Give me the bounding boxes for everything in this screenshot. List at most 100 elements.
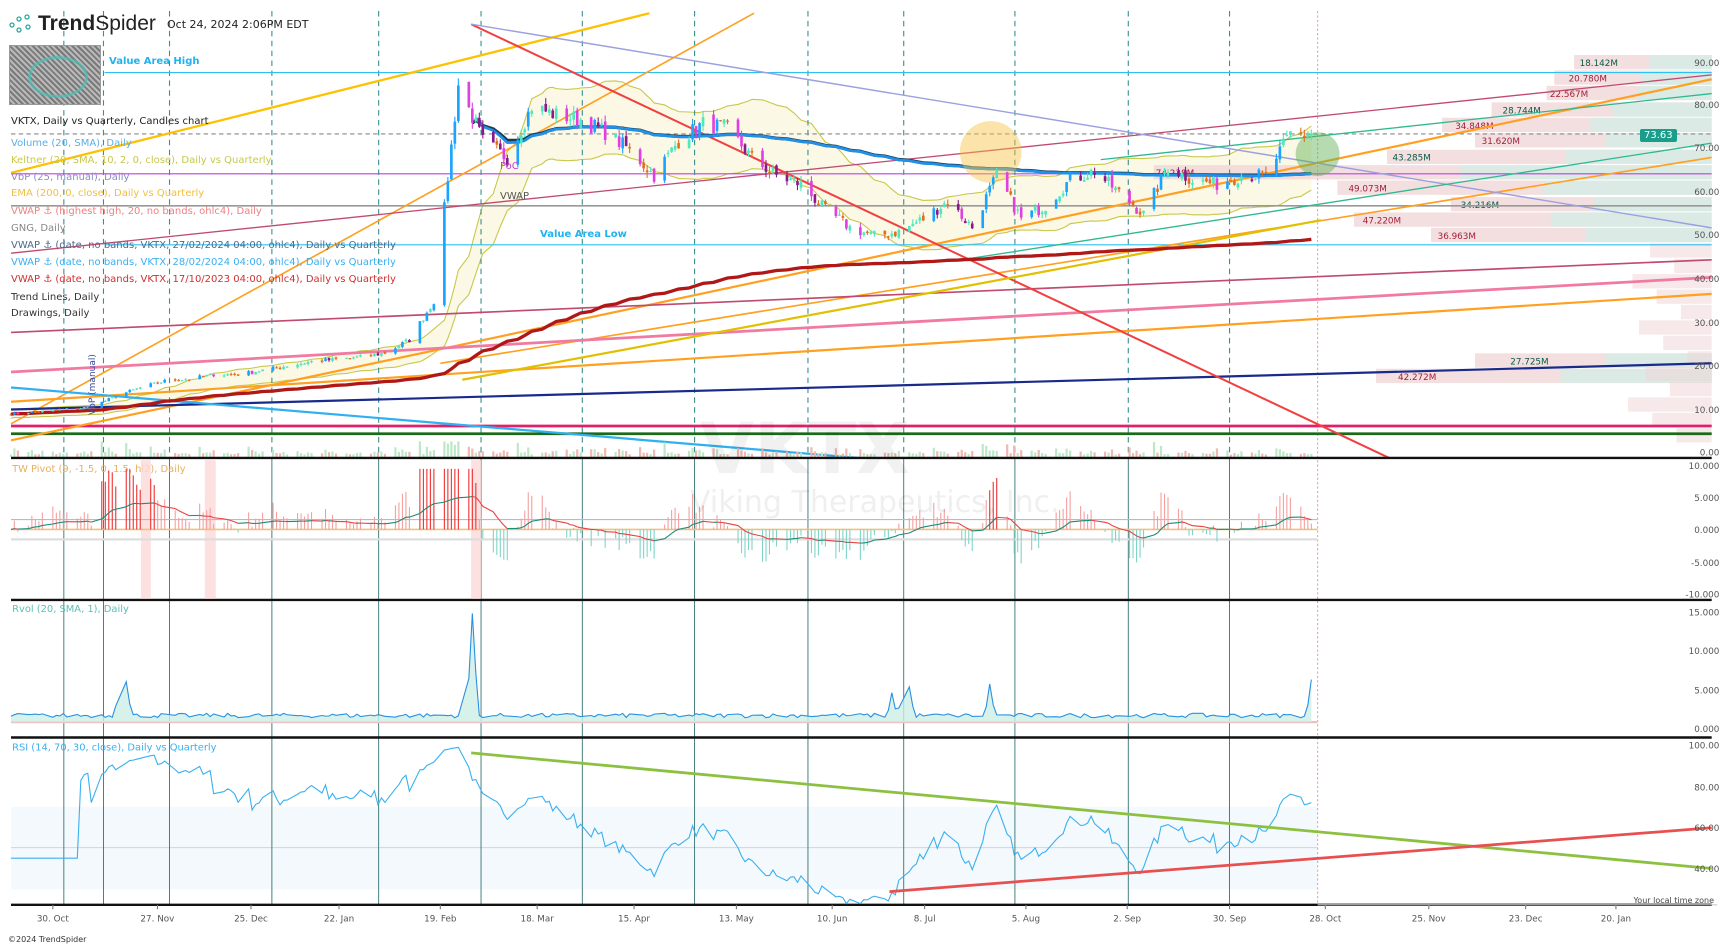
candle-body bbox=[446, 181, 450, 201]
volume-bar bbox=[614, 451, 617, 457]
pivot-line-segment bbox=[671, 530, 676, 534]
pivot-line-segment bbox=[1013, 522, 1019, 527]
pivot-line-segment bbox=[213, 517, 225, 520]
x-axis-label: 13. May bbox=[719, 914, 754, 924]
rsi-axis-label: 40.00 bbox=[1694, 865, 1720, 875]
pivot-line-segment bbox=[622, 533, 627, 535]
candle-body bbox=[785, 175, 789, 182]
volume-bar bbox=[1138, 454, 1142, 457]
pivot-line-segment bbox=[1181, 521, 1186, 524]
pivot-line-segment bbox=[654, 538, 665, 542]
candle-body bbox=[355, 356, 359, 358]
pivot-line-segment bbox=[751, 533, 763, 537]
volume-bar bbox=[132, 453, 135, 457]
volume-bar bbox=[1131, 453, 1135, 457]
volume-bar bbox=[65, 452, 68, 457]
volume-bar bbox=[957, 452, 960, 457]
volume-bar bbox=[922, 453, 925, 457]
candle-body bbox=[271, 366, 275, 371]
legend-item[interactable]: VWAP ⚓ (date, no bands, VKTX, 28/02/2024… bbox=[11, 257, 396, 269]
volume-bar bbox=[971, 450, 974, 457]
legend-item[interactable]: VWAP ⚓ (date, no bands, VKTX, 17/10/2023… bbox=[11, 273, 396, 285]
pivot-line-segment bbox=[321, 519, 326, 522]
pivot-line-segment bbox=[1300, 516, 1305, 519]
volume-profile-label: 22.567M bbox=[1550, 90, 1588, 100]
volume-profile-label: 28.744M bbox=[1503, 106, 1541, 116]
vbp-vertical-label: VbP (manual) bbox=[88, 354, 98, 415]
candle-body bbox=[572, 111, 576, 120]
pivot-line-segment bbox=[419, 510, 424, 514]
candle-body bbox=[9, 414, 13, 416]
volume-bar bbox=[1041, 452, 1044, 457]
volume-bar bbox=[523, 452, 526, 457]
pivot-line-segment bbox=[1062, 524, 1067, 528]
volume-bar bbox=[139, 452, 142, 457]
pivot-line-segment bbox=[178, 510, 183, 513]
price-axis-label: 90.00 bbox=[1694, 59, 1720, 69]
legend-item[interactable]: Drawings, Daily bbox=[11, 308, 90, 319]
legend-item[interactable]: VbP (25, manual), Daily bbox=[11, 171, 130, 183]
volume-bar bbox=[932, 447, 935, 457]
candle-body bbox=[652, 168, 656, 182]
pivot-axis-label: 10.000 bbox=[1689, 462, 1720, 472]
rvol-axis-label: 0.000 bbox=[1694, 725, 1720, 735]
legend-item[interactable]: VKTX, Daily vs Quarterly, Candles chart bbox=[11, 115, 209, 127]
chart-group: 18.142M 20.780M 22.567M 28.744M 34.848M 31.62… bbox=[9, 11, 1720, 924]
volume-bar bbox=[694, 450, 698, 457]
volume-bar bbox=[443, 441, 446, 457]
volume-bar bbox=[324, 449, 327, 457]
volume-bar bbox=[495, 453, 498, 457]
price-axis-label: 10.00 bbox=[1694, 406, 1720, 416]
legend-item[interactable]: EMA (200, 0, close), Daily vs Quarterly bbox=[11, 188, 205, 200]
x-axis-label: 15. Apr bbox=[618, 914, 650, 924]
price-axis-label: 30.00 bbox=[1694, 319, 1720, 329]
legend-item[interactable]: Volume (20, SMA), Daily bbox=[11, 137, 132, 149]
legend-item[interactable]: VWAP ⚓ (date, no bands, VKTX, 27/02/2024… bbox=[11, 239, 396, 251]
candle-body bbox=[596, 122, 600, 127]
candle-body bbox=[747, 150, 750, 154]
volume-bar bbox=[1236, 454, 1240, 457]
legend-item[interactable]: Keltner (20, SMA, 10, 2, 0, close), Dail… bbox=[11, 155, 272, 167]
volume-bar bbox=[673, 453, 677, 457]
volume-bar bbox=[320, 453, 324, 457]
watermark-company: Viking Therapeutics, Inc. bbox=[690, 485, 1060, 520]
trend-line bbox=[968, 142, 1712, 260]
pivot-line-segment bbox=[1017, 525, 1022, 531]
pivot-line-segment bbox=[1167, 522, 1179, 525]
pivot-line-segment bbox=[409, 512, 421, 518]
pivot-line-segment bbox=[552, 519, 557, 522]
candle-body bbox=[1114, 187, 1117, 191]
volume-bar bbox=[1205, 453, 1208, 457]
volume-bar bbox=[796, 451, 799, 457]
pivot-line-segment bbox=[601, 529, 606, 533]
legend-item[interactable]: Trend Lines, Daily bbox=[11, 291, 100, 303]
volume-bar bbox=[453, 444, 456, 457]
volume-bar bbox=[425, 446, 428, 457]
pivot-line-segment bbox=[521, 525, 525, 529]
pivot-line-segment bbox=[1031, 530, 1036, 533]
volume-bar bbox=[128, 449, 131, 457]
current-price-badge: 73.63 bbox=[1640, 129, 1677, 142]
pivot-line-segment bbox=[570, 524, 574, 526]
volume-profile-bar-up bbox=[1649, 55, 1712, 70]
candle-body bbox=[62, 409, 65, 411]
volume-bar bbox=[153, 452, 156, 457]
pivot-line-segment bbox=[937, 523, 941, 526]
pivot-line-segment bbox=[101, 515, 106, 520]
volume-bar bbox=[894, 453, 897, 457]
volume-bar bbox=[1306, 454, 1309, 457]
pivot-line-segment bbox=[209, 515, 214, 519]
volume-bar bbox=[457, 441, 460, 457]
x-axis-label: 2. Sep bbox=[1113, 914, 1141, 924]
pivot-line-segment bbox=[1178, 521, 1183, 524]
legend-item[interactable]: GNG, Daily bbox=[11, 223, 66, 235]
candle-body bbox=[233, 373, 236, 375]
candle-body bbox=[82, 407, 86, 409]
volume-profile-label: 18.142M bbox=[1580, 59, 1618, 69]
candle-body bbox=[247, 371, 250, 376]
legend-item[interactable]: VWAP ⚓ (highest high, 20, no bands, ohlc… bbox=[11, 205, 262, 217]
pivot-line-segment bbox=[870, 539, 875, 542]
candle-body bbox=[568, 119, 572, 121]
candle-body bbox=[86, 406, 90, 408]
